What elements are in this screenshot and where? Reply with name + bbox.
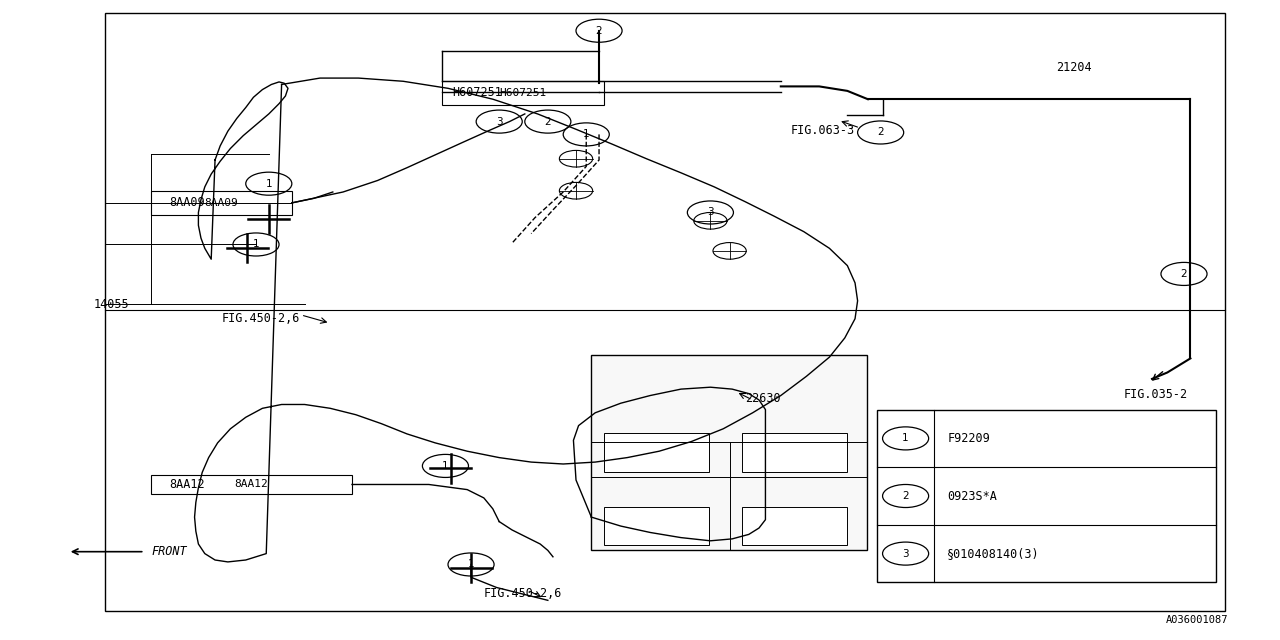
Text: FRONT: FRONT	[151, 545, 187, 558]
Text: 8AA12: 8AA12	[234, 479, 269, 490]
Text: FIG.035-2: FIG.035-2	[1124, 388, 1188, 401]
Bar	[742, 433, 847, 472]
Text: A036001087: A036001087	[1166, 614, 1229, 625]
Text: F92209: F92209	[947, 432, 989, 445]
Text: FIG.450-2,6: FIG.450-2,6	[484, 588, 562, 600]
Text: 1: 1	[582, 129, 590, 140]
Bar	[442, 81, 604, 105]
Bar	[877, 410, 1216, 582]
Text: FIG.063-3: FIG.063-3	[791, 124, 855, 137]
Text: H607251: H607251	[499, 88, 547, 98]
Text: 0923S*A: 0923S*A	[947, 490, 997, 502]
Text: 2: 2	[1180, 269, 1188, 279]
Text: 1: 1	[265, 179, 273, 189]
Text: 2: 2	[877, 127, 884, 138]
Bar	[604, 433, 709, 472]
Text: 3: 3	[495, 116, 503, 127]
Text: 22630: 22630	[745, 392, 781, 404]
Text: H607251: H607251	[452, 86, 502, 99]
Bar	[151, 475, 352, 494]
Bar	[604, 507, 709, 545]
Bar	[591, 355, 867, 550]
Text: 3: 3	[902, 548, 909, 559]
Bar	[742, 507, 847, 545]
Text: 2: 2	[902, 491, 909, 501]
Text: 14055: 14055	[93, 298, 129, 310]
Text: 2: 2	[544, 116, 552, 127]
Text: 1: 1	[467, 559, 475, 570]
Text: 1: 1	[442, 461, 449, 471]
Bar	[105, 13, 1225, 611]
Bar	[151, 191, 292, 215]
Text: 1: 1	[252, 239, 260, 250]
Text: FIG.450-2,6: FIG.450-2,6	[221, 312, 300, 324]
Text: 8AA12: 8AA12	[169, 478, 205, 491]
Text: §010408140(3): §010408140(3)	[947, 547, 1039, 560]
Text: 8AA09: 8AA09	[169, 196, 205, 209]
Text: 2: 2	[595, 26, 603, 36]
Text: 21204: 21204	[1056, 61, 1092, 74]
Text: 1: 1	[902, 433, 909, 444]
Text: 3: 3	[707, 207, 714, 218]
Text: 8AA09: 8AA09	[205, 198, 238, 208]
